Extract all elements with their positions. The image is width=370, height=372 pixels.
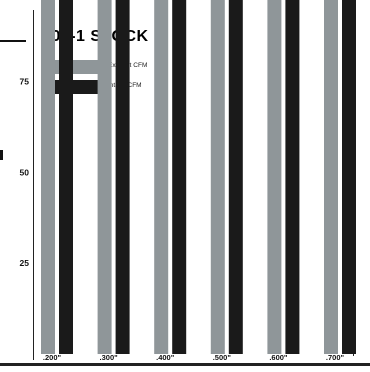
intake-bar bbox=[228, 0, 243, 354]
exhaust-bar bbox=[154, 0, 169, 354]
x-tick-label: .200" bbox=[43, 353, 62, 362]
x-tick-label: .700" bbox=[326, 353, 345, 362]
intake-bar bbox=[342, 0, 356, 354]
y-axis-ticks: 255075100125150175200225250275300325 bbox=[20, 76, 30, 268]
intake-bar bbox=[59, 0, 73, 354]
exhaust-bar bbox=[324, 0, 338, 354]
exhaust-bar bbox=[41, 0, 55, 355]
exhaust-bar bbox=[267, 0, 282, 354]
x-tick-label: .600" bbox=[269, 353, 288, 362]
bars bbox=[41, 0, 356, 355]
side-mark bbox=[0, 150, 3, 160]
intake-bar bbox=[285, 0, 300, 355]
plot-frame-left bbox=[33, 10, 34, 360]
corner-mark bbox=[0, 40, 26, 42]
x-axis-ticks: .200" .300" .400" .500" .600" .700" bbox=[43, 353, 345, 362]
y-tick-label: 25 bbox=[20, 258, 30, 268]
bottom-rule bbox=[0, 363, 370, 366]
y-tick-label: 75 bbox=[20, 76, 30, 86]
exhaust-bar bbox=[97, 0, 112, 355]
intake-bar bbox=[172, 0, 187, 354]
x-tick-label: .500" bbox=[213, 353, 232, 362]
intake-bar bbox=[115, 0, 130, 354]
exhaust-bar bbox=[210, 0, 225, 355]
y-tick-label: 50 bbox=[20, 167, 30, 177]
x-tick-label: .300" bbox=[100, 353, 119, 362]
x-tick-label: .400" bbox=[156, 353, 175, 362]
